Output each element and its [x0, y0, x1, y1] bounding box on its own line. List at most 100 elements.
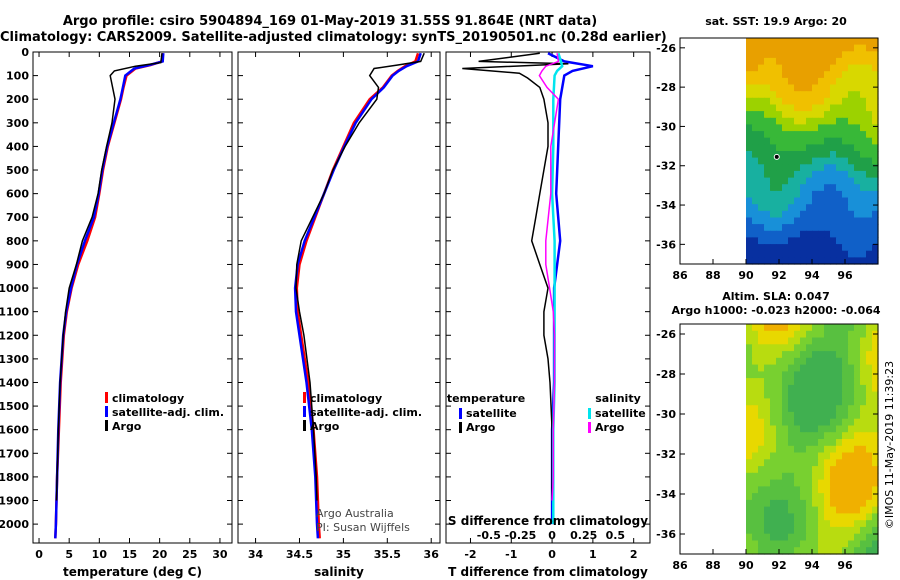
- map-cell: [806, 391, 813, 399]
- map-cell: [830, 117, 837, 125]
- map-cell: [824, 51, 831, 59]
- map-cell: [866, 472, 873, 481]
- map-cell: [824, 84, 831, 92]
- map-cell: [782, 91, 789, 99]
- legend-label-argo: Argo: [112, 420, 142, 433]
- map-cell: [860, 398, 867, 406]
- map-cell: [776, 384, 783, 393]
- map-cell: [794, 117, 801, 125]
- map-cell: [758, 330, 765, 339]
- depth-tick-label: 100: [6, 70, 29, 83]
- map-cell: [758, 157, 765, 165]
- map-cell: [848, 244, 855, 252]
- map-cell: [824, 137, 831, 145]
- map-cell: [794, 111, 801, 119]
- map-cell: [866, 57, 873, 66]
- map-cell: [860, 384, 867, 393]
- map-cell: [836, 157, 843, 165]
- map-cell: [752, 131, 759, 139]
- map-cell: [800, 57, 807, 66]
- map-cell: [824, 411, 831, 420]
- map-cell: [764, 38, 771, 46]
- map-cell: [854, 364, 861, 372]
- map-cell: [764, 144, 771, 152]
- map-cell: [824, 97, 831, 105]
- map-cell: [782, 418, 789, 427]
- map-cell: [818, 493, 825, 501]
- map-cell: [764, 364, 771, 372]
- map-cell: [818, 170, 825, 179]
- map-cell: [746, 486, 753, 494]
- map-cell: [872, 230, 879, 238]
- map-cell: [794, 224, 801, 232]
- map-cell: [848, 506, 855, 514]
- map-cell: [842, 324, 849, 332]
- map-cell: [824, 64, 831, 72]
- map-cell: [776, 432, 783, 440]
- map-cell: [818, 540, 825, 548]
- map-cell: [764, 224, 771, 232]
- s-tick-label: 0: [548, 529, 556, 542]
- map-cell: [860, 520, 867, 528]
- map-cell: [848, 452, 855, 460]
- map-cell: [770, 131, 777, 139]
- map-cell: [788, 184, 795, 192]
- map-cell: [848, 371, 855, 379]
- x-tick-label: 15: [122, 548, 137, 561]
- map-cell: [860, 391, 867, 399]
- map-cell: [824, 364, 831, 372]
- map-cell: [788, 91, 795, 99]
- map-cell: [812, 170, 819, 179]
- map-cell: [770, 513, 777, 521]
- map-cell: [830, 244, 837, 252]
- map-cell: [854, 486, 861, 494]
- map-cell: [812, 230, 819, 238]
- map-cell: [830, 533, 837, 542]
- map-cell: [758, 432, 765, 440]
- map-cell: [758, 170, 765, 179]
- map-cell: [782, 184, 789, 192]
- map-cell: [854, 357, 861, 366]
- map-cell: [812, 204, 819, 212]
- map-cell: [758, 164, 765, 172]
- map-cell: [746, 117, 753, 125]
- map-cell: [854, 57, 861, 66]
- map-cell: [872, 439, 879, 447]
- map-cell: [764, 499, 771, 508]
- map-cell: [848, 91, 855, 99]
- map-cell: [800, 91, 807, 99]
- map-cell: [758, 184, 765, 192]
- map-cell: [860, 51, 867, 59]
- map-cell: [776, 391, 783, 399]
- map-cell: [836, 131, 843, 139]
- map-cell: [860, 111, 867, 119]
- map-cell: [752, 77, 759, 86]
- map-cell: [776, 170, 783, 179]
- map-cell: [776, 425, 783, 433]
- map-cell: [860, 117, 867, 125]
- map-cell: [782, 472, 789, 481]
- map-cell: [866, 51, 873, 59]
- map-cell: [800, 197, 807, 205]
- x-tick-label: 25: [182, 548, 197, 561]
- map-cell: [746, 384, 753, 393]
- map-cell: [842, 197, 849, 205]
- map-cell: [770, 432, 777, 440]
- map-cell: [854, 472, 861, 481]
- map-cell: [782, 499, 789, 508]
- map-cell: [848, 104, 855, 112]
- map-cell: [854, 124, 861, 132]
- map-cell: [800, 164, 807, 172]
- s-axis-label: S difference from climatology: [448, 514, 648, 528]
- map-cell: [782, 432, 789, 440]
- map-cell: [794, 204, 801, 212]
- map-cell: [860, 344, 867, 352]
- map-cell: [794, 452, 801, 460]
- map-cell: [770, 38, 777, 46]
- map-cell: [830, 472, 837, 481]
- map-cell: [824, 547, 831, 555]
- map-cell: [770, 405, 777, 413]
- map-cell: [752, 104, 759, 112]
- map-cell: [812, 111, 819, 119]
